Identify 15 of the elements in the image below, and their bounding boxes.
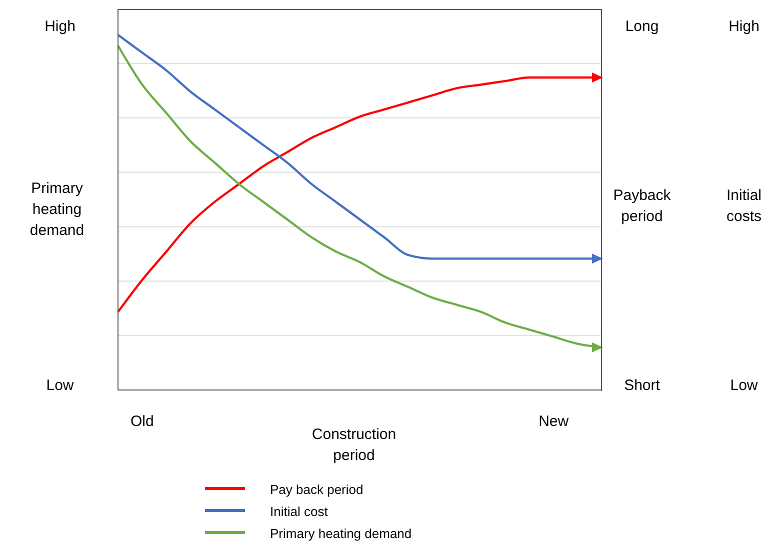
text: Initial costs — [725, 186, 763, 227]
text: High — [44, 17, 76, 37]
text: Low — [729, 376, 759, 396]
text: Low — [45, 376, 75, 396]
text: Short — [623, 376, 661, 396]
legend-label: Pay back period — [270, 482, 364, 496]
x-axis-title: Construction period — [310, 425, 398, 466]
legend-label: Primary heating demand — [270, 526, 412, 540]
text: Payback period — [612, 186, 672, 227]
text: High — [728, 17, 760, 37]
legend-label: Initial cost — [270, 504, 328, 518]
text: Long — [624, 17, 660, 37]
y-axis-title: Primary heating demand — [28, 179, 86, 241]
x-tick-label: Old — [130, 412, 154, 430]
x-tick-label: New — [538, 412, 569, 430]
